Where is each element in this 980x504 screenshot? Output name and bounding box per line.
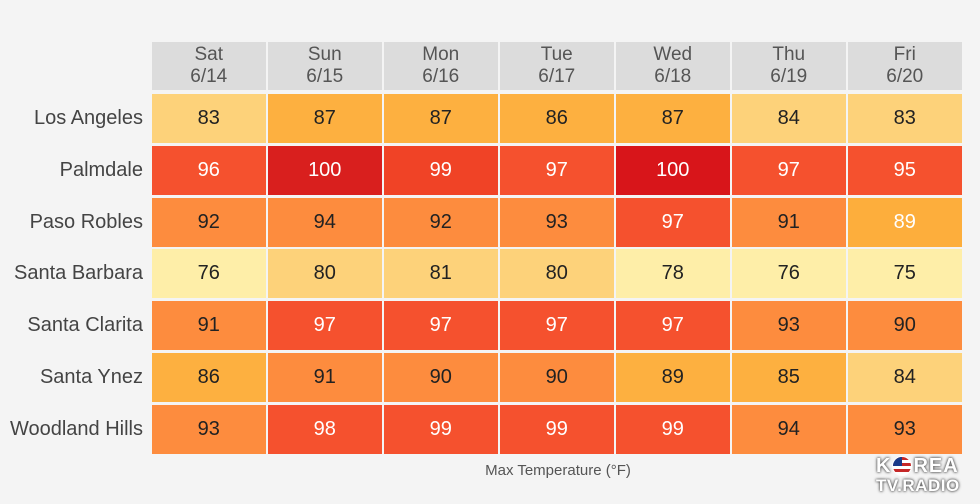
column-date: 6/19 <box>770 66 808 87</box>
row-label: Santa Ynez <box>39 366 143 388</box>
heatmap-cell: 84 <box>848 353 962 402</box>
heatmap-cell: 92 <box>384 197 498 247</box>
heatmap-cell: 98 <box>268 404 382 454</box>
heatmap-cell: 97 <box>616 301 730 351</box>
column-date: 6/16 <box>422 66 460 87</box>
heatmap-cell: 84 <box>732 94 846 143</box>
heatmap-cell: 100 <box>616 145 730 195</box>
heatmap-cell: 85 <box>732 353 846 402</box>
heatmap-cell: 90 <box>384 353 498 402</box>
column-day: Tue <box>540 44 573 65</box>
heatmap-cell: 75 <box>848 249 962 299</box>
heatmap-cell: 89 <box>848 197 962 247</box>
column-date: 6/14 <box>190 66 228 87</box>
heatmap-cell: 96 <box>152 145 266 195</box>
chart-caption: Max Temperature (°F) <box>485 462 631 479</box>
column-header: Tue 6/17 <box>500 42 614 90</box>
heatmap-cell: 97 <box>500 145 614 195</box>
heatmap-cell: 86 <box>500 94 614 143</box>
watermark-letters: REA <box>913 455 959 477</box>
heatmap-cell: 83 <box>152 94 266 143</box>
column-date: 6/17 <box>538 66 576 87</box>
column-header: Sun 6/15 <box>268 42 382 90</box>
heatmap-cell: 83 <box>848 94 962 143</box>
row-label: Santa Clarita <box>27 314 143 337</box>
row-label: Paso Robles <box>29 210 143 233</box>
heatmap-cell: 99 <box>384 404 498 454</box>
column-header: Wed 6/18 <box>616 42 730 90</box>
heatmap-cell: 81 <box>384 249 498 299</box>
heatmap-cell: 90 <box>500 353 614 402</box>
column-date: 6/15 <box>306 66 344 87</box>
heatmap-cell: 87 <box>616 94 730 143</box>
heatmap-cell: 90 <box>848 301 962 351</box>
column-day: Sun <box>307 44 342 65</box>
heatmap-cell: 97 <box>500 301 614 351</box>
watermark-letter: K <box>876 455 892 477</box>
heatmap-cell: 87 <box>268 94 382 143</box>
row-label: Palmdale <box>59 158 143 181</box>
watermark-logo: K REA TV.RADIO <box>876 456 968 496</box>
heatmap-cell: 92 <box>152 197 266 247</box>
heatmap-cell: 100 <box>268 145 382 195</box>
heatmap-cell: 91 <box>268 353 382 402</box>
heatmap-cell: 91 <box>152 301 266 351</box>
row-label: Los Angeles <box>34 107 143 129</box>
row-label: Woodland Hills <box>9 417 143 440</box>
heatmap-cell: 99 <box>616 404 730 454</box>
heatmap-cell: 97 <box>384 301 498 351</box>
column-day: Fri <box>893 44 916 65</box>
column-header: Sat 6/14 <box>152 42 266 90</box>
heatmap-cell: 80 <box>268 249 382 299</box>
heatmap-cell: 94 <box>268 197 382 247</box>
heatmap-cell: 76 <box>732 249 846 299</box>
heatmap-cell: 76 <box>152 249 266 299</box>
heatmap-cell: 94 <box>732 404 846 454</box>
heatmap-cell: 99 <box>500 404 614 454</box>
column-header: Fri 6/20 <box>848 42 962 90</box>
watermark-line2: TV.RADIO <box>876 476 960 495</box>
column-day: Thu <box>772 44 806 65</box>
heatmap-cell: 89 <box>616 353 730 402</box>
heatmap-cell: 93 <box>848 404 962 454</box>
column-header: Thu 6/19 <box>732 42 846 90</box>
heatmap-cell: 97 <box>732 145 846 195</box>
column-day: Wed <box>653 44 693 65</box>
heatmap-cell: 80 <box>500 249 614 299</box>
column-header: Mon 6/16 <box>384 42 498 90</box>
heatmap-cell: 86 <box>152 353 266 402</box>
column-date: 6/20 <box>886 66 924 87</box>
heatmap-cell: 78 <box>616 249 730 299</box>
us-flag-icon <box>892 456 913 476</box>
heatmap-cell: 95 <box>848 145 962 195</box>
heatmap-cell: 87 <box>384 94 498 143</box>
heatmap-cell: 93 <box>500 197 614 247</box>
column-day: Sat <box>194 44 224 65</box>
heatmap-cell: 93 <box>732 301 846 351</box>
heatmap-cell: 91 <box>732 197 846 247</box>
heatmap-cell: 99 <box>384 145 498 195</box>
column-date: 6/18 <box>654 66 692 87</box>
column-day: Mon <box>422 44 460 65</box>
heatmap-cell: 97 <box>268 301 382 351</box>
heatmap-cell: 97 <box>616 197 730 247</box>
row-label: Santa Barbara <box>14 262 143 285</box>
heatmap-cell: 93 <box>152 404 266 454</box>
watermark-line1: K REA <box>876 456 968 476</box>
